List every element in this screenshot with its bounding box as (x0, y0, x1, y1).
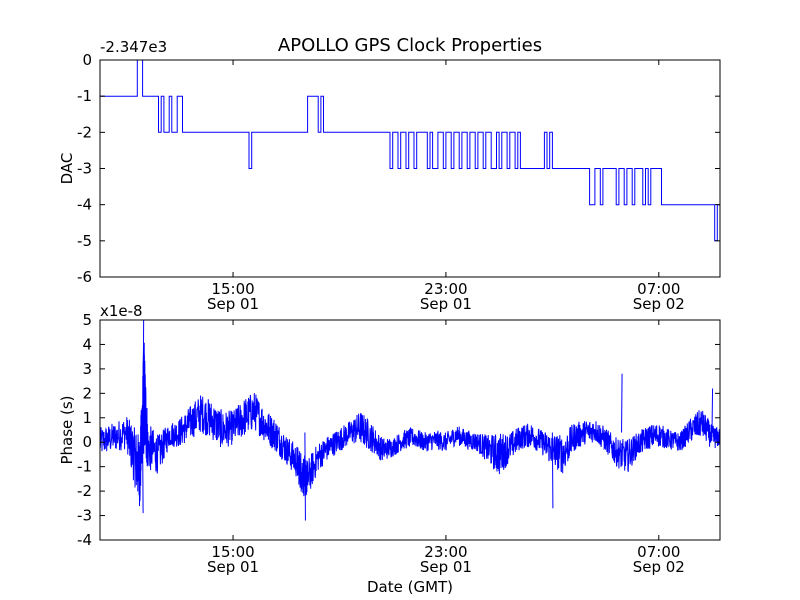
y-tick-label: -6 (77, 268, 92, 286)
x-tick-label-time: 07:00 (637, 543, 680, 561)
x-tick-label-time: 23:00 (424, 543, 467, 561)
y-axis-label: DAC (58, 153, 76, 185)
x-tick-label-date: Sep 01 (420, 295, 472, 313)
phase-spike (142, 432, 144, 514)
x-tick-label-date: Sep 01 (207, 558, 259, 576)
y-tick-label: 0 (82, 433, 92, 451)
y-tick-label: 4 (82, 335, 92, 353)
y-tick-label: -1 (77, 458, 92, 476)
x-tick-label-date: Sep 01 (420, 558, 472, 576)
x-axis-label: Date (GMT) (367, 578, 453, 596)
y-tick-label: -2 (77, 123, 92, 141)
phase-spike (304, 432, 306, 521)
y-tick-label: 1 (82, 409, 92, 427)
y-axis-label: Phase (s) (58, 395, 76, 464)
y-tick-label: 5 (82, 311, 92, 329)
y-tick-label: -1 (77, 87, 92, 105)
x-tick-label-time: 15:00 (211, 543, 254, 561)
y-tick-label: -5 (77, 232, 92, 250)
x-tick-label-date: Sep 01 (207, 295, 259, 313)
y-tick-label: 3 (82, 360, 92, 378)
x-tick-label-date: Sep 02 (633, 558, 685, 576)
x-tick-label-date: Sep 02 (633, 295, 685, 313)
y-offset-text: -2.347e3 (100, 38, 167, 56)
phase-spike (551, 432, 554, 509)
phase-spike (142, 320, 145, 433)
phase-spike (621, 373, 623, 433)
y-tick-label: -4 (77, 196, 92, 214)
x-tick-label-time: 07:00 (637, 280, 680, 298)
x-tick-label-time: 15:00 (211, 280, 254, 298)
y-tick-label: -3 (77, 160, 92, 178)
y-tick-label: -4 (77, 531, 92, 549)
y-tick-label: 0 (82, 51, 92, 69)
series-line-1-0 (100, 342, 720, 507)
axes-frame (99, 319, 721, 541)
y-tick-label: 2 (82, 384, 92, 402)
phase-spike (711, 388, 714, 433)
series-line-0-0 (100, 60, 720, 242)
y-offset-text: x1e-8 (100, 302, 143, 320)
chart-title: APOLLO GPS Clock Properties (278, 35, 542, 56)
x-tick-label-time: 23:00 (424, 280, 467, 298)
y-tick-label: -2 (77, 482, 92, 500)
y-tick-label: -3 (77, 507, 92, 525)
